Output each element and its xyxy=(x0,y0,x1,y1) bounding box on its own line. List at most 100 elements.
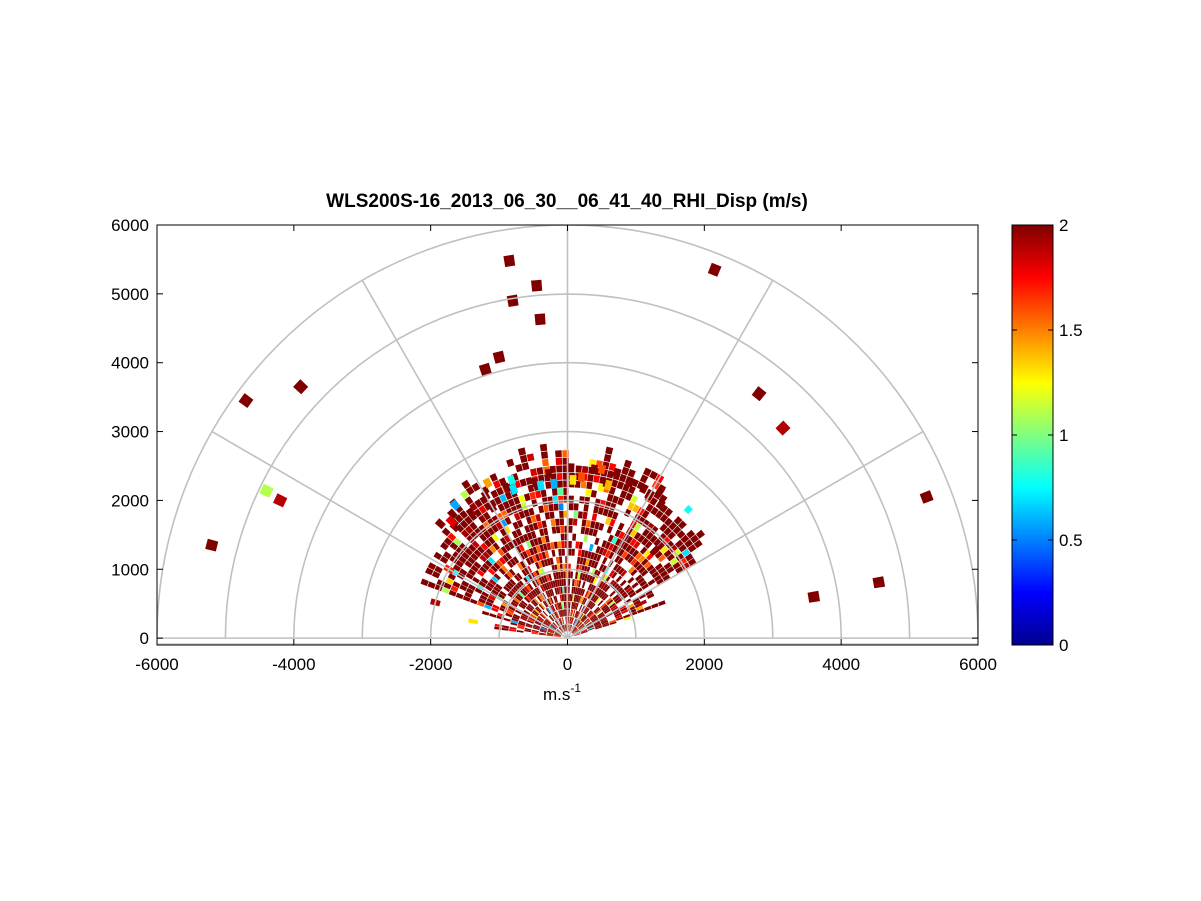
data-cell xyxy=(569,625,573,632)
data-cell xyxy=(577,622,583,628)
data-cell xyxy=(552,495,559,504)
data-cell xyxy=(573,518,578,526)
data-cell xyxy=(643,561,652,569)
data-cell xyxy=(592,529,598,537)
data-cell xyxy=(537,537,543,545)
data-cell xyxy=(523,596,531,603)
data-cell xyxy=(622,542,629,551)
data-cell xyxy=(584,527,590,535)
data-cell xyxy=(616,616,624,621)
data-cell xyxy=(548,581,553,589)
data-cell xyxy=(577,572,581,580)
data-cell xyxy=(583,618,590,624)
data-cell xyxy=(525,477,533,485)
data-cell xyxy=(527,618,535,623)
data-cell xyxy=(525,557,532,566)
data-cell xyxy=(549,557,554,565)
data-cell xyxy=(554,634,561,637)
data-cell xyxy=(623,459,632,469)
data-cell xyxy=(656,542,665,551)
data-cell xyxy=(535,545,541,553)
data-cell xyxy=(645,531,654,540)
data-cell xyxy=(558,571,562,579)
data-cell xyxy=(482,511,491,521)
data-cell xyxy=(548,573,553,581)
data-cell xyxy=(580,605,586,613)
data-cell xyxy=(548,504,554,512)
data-cell xyxy=(583,573,588,582)
data-cell xyxy=(571,586,574,594)
data-cell xyxy=(480,577,489,585)
data-cell xyxy=(459,542,468,551)
data-cell xyxy=(529,491,536,500)
y-tick-label: 2000 xyxy=(111,491,149,510)
data-cell xyxy=(667,531,676,540)
data-cell xyxy=(495,583,503,590)
data-cell xyxy=(557,480,563,488)
data-cell xyxy=(577,549,582,557)
data-cell xyxy=(479,554,488,563)
data-cell xyxy=(431,570,441,579)
data-cell xyxy=(538,604,545,611)
data-cell xyxy=(614,555,621,563)
x-tick-label: -2000 xyxy=(409,655,452,674)
data-cell xyxy=(639,546,648,555)
data-cell xyxy=(538,552,544,561)
data-cell xyxy=(465,507,476,519)
data-cell xyxy=(562,617,565,625)
data-cell xyxy=(615,538,622,546)
colorbar-tick-label: 2 xyxy=(1059,216,1068,235)
data-cell xyxy=(575,541,580,549)
data-cell xyxy=(587,551,592,559)
data-cell xyxy=(602,623,610,628)
data-cell xyxy=(447,532,457,542)
data-point xyxy=(577,471,586,482)
data-cell xyxy=(469,502,478,512)
data-cell xyxy=(543,575,548,583)
data-cell xyxy=(576,611,581,619)
data-cell xyxy=(644,605,652,611)
data-cell xyxy=(466,534,475,544)
data-cell xyxy=(510,620,518,624)
data-cell xyxy=(496,559,504,568)
data-cell xyxy=(459,510,468,519)
data-cell xyxy=(491,576,499,583)
data-cell xyxy=(573,503,579,511)
data-cell xyxy=(489,613,497,618)
data-cell xyxy=(590,552,595,560)
data-cell xyxy=(587,592,593,599)
data-cell xyxy=(613,596,621,603)
data-cell xyxy=(445,577,454,585)
data-cell xyxy=(576,587,580,595)
data-cell xyxy=(562,625,565,632)
data-cell xyxy=(568,541,572,548)
data-cell xyxy=(551,526,557,534)
colorbar-tick-label: 1 xyxy=(1059,426,1068,445)
data-cell xyxy=(554,633,562,636)
x-axis-label-exponent: -1 xyxy=(570,681,581,695)
data-cell xyxy=(547,631,554,635)
data-cell xyxy=(447,508,458,520)
data-cell xyxy=(633,560,641,569)
data-cell xyxy=(580,596,585,604)
data-point xyxy=(550,478,558,489)
data-cell xyxy=(486,598,495,604)
data-cell xyxy=(478,524,487,533)
data-cell xyxy=(536,606,542,613)
data-cell xyxy=(491,589,499,596)
data-cell xyxy=(523,509,530,518)
data-cell xyxy=(646,592,655,599)
data-cell xyxy=(468,544,477,553)
data-cell xyxy=(575,611,579,618)
data-cell xyxy=(583,504,589,512)
data-cell xyxy=(573,618,577,625)
data-cell xyxy=(493,562,501,570)
data-cell xyxy=(579,496,585,504)
data-cell xyxy=(502,500,511,510)
data-cell xyxy=(482,551,491,560)
data-cell xyxy=(617,497,625,506)
data-cell xyxy=(567,463,575,473)
data-cell xyxy=(474,498,483,508)
data-cell xyxy=(557,628,563,634)
chart-title: WLS200S-16_2013_06_30__06_41_40_RHI_Disp… xyxy=(326,191,808,212)
